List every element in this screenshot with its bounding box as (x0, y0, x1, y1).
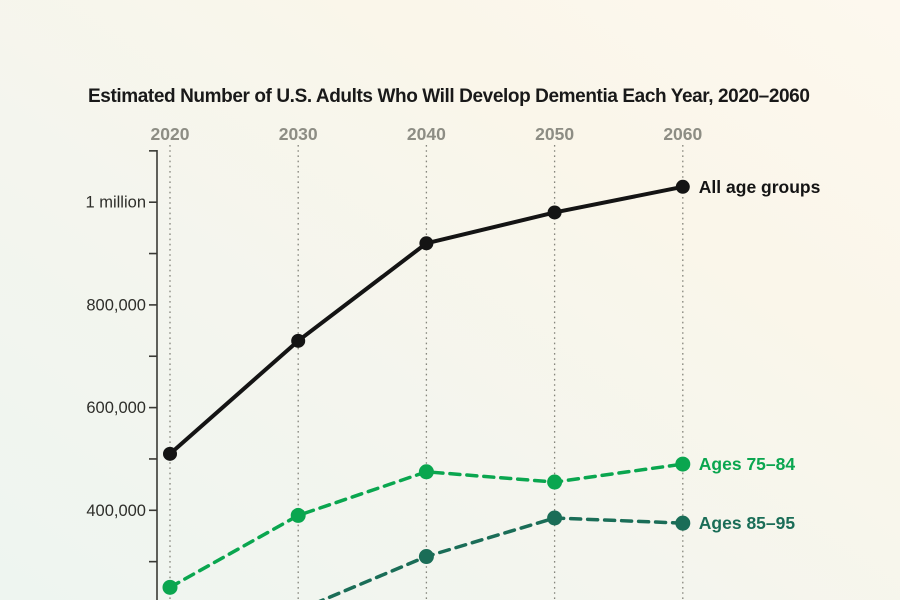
data-point (547, 510, 563, 526)
data-point (418, 549, 434, 565)
chart-title: Estimated Number of U.S. Adults Who Will… (88, 86, 810, 107)
data-point (291, 333, 306, 348)
series-end-label: All age groups (699, 177, 821, 197)
data-point (547, 474, 563, 490)
y-axis-tick-label: 800,000 (86, 296, 146, 314)
series-line (318, 516, 685, 600)
series-end-label: Ages 75–84 (699, 454, 796, 474)
data-point (675, 456, 691, 472)
data-point (675, 515, 691, 531)
y-axis-tick-label: 600,000 (86, 399, 146, 417)
data-point (163, 446, 177, 461)
x-axis-year-label: 2060 (663, 124, 702, 144)
data-point (418, 464, 434, 480)
data-point (547, 205, 562, 220)
x-axis-year-label: 2040 (407, 124, 446, 144)
x-axis-year-label: 2020 (151, 124, 190, 144)
series-line (168, 184, 685, 456)
data-point (675, 179, 690, 194)
data-point (419, 236, 434, 251)
y-axis-tick-label: 400,000 (86, 502, 146, 520)
x-axis-year-label: 2050 (535, 124, 574, 144)
data-point (162, 579, 178, 595)
x-axis-year-label: 2030 (279, 124, 318, 144)
y-axis-tick-label: 1 million (85, 194, 146, 212)
series-end-label: Ages 85–95 (699, 513, 796, 533)
data-point (290, 507, 306, 523)
